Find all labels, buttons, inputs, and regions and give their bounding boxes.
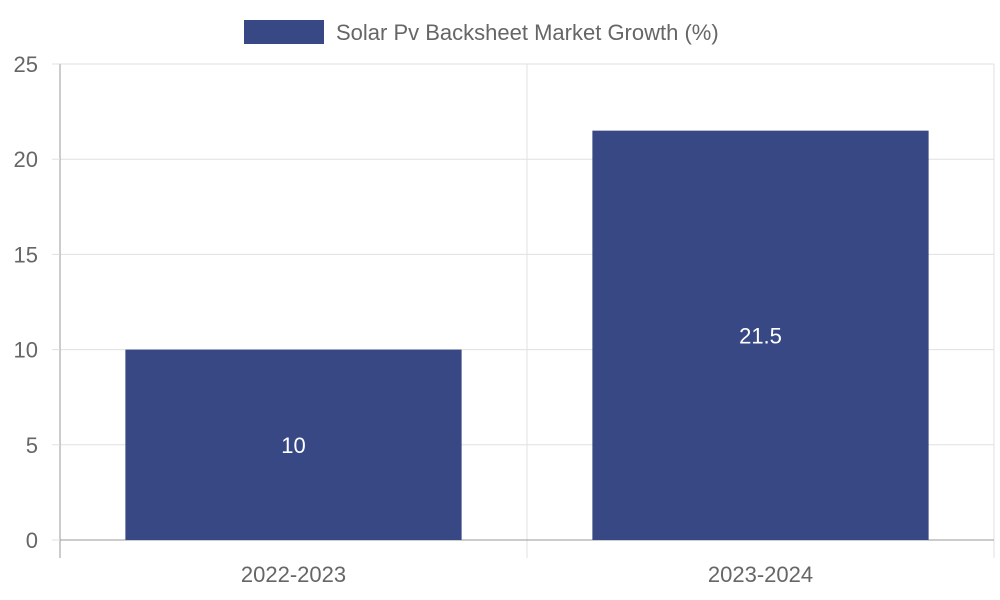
data-labels: 10 21.5 (281, 323, 782, 457)
bars (125, 130, 929, 540)
data-label: 10 (281, 433, 305, 458)
data-label: 21.5 (739, 323, 782, 348)
y-axis-ticks: 0 5 10 15 20 25 (14, 52, 60, 553)
y-tick-label: 0 (26, 528, 38, 553)
x-axis-ticks: 2022-2023 2023-2024 (241, 562, 813, 587)
bar[interactable] (125, 349, 462, 540)
y-tick-label: 10 (14, 338, 38, 363)
x-tick-label: 2023-2024 (708, 562, 813, 587)
x-tick-label: 2022-2023 (241, 562, 346, 587)
y-tick-label: 20 (14, 147, 38, 172)
bar[interactable] (592, 130, 929, 540)
legend[interactable]: Solar Pv Backsheet Market Growth (%) (244, 20, 719, 45)
legend-label: Solar Pv Backsheet Market Growth (%) (336, 20, 719, 45)
y-tick-label: 5 (26, 433, 38, 458)
legend-swatch (244, 20, 324, 44)
y-tick-label: 25 (14, 52, 38, 77)
y-tick-label: 15 (14, 242, 38, 267)
